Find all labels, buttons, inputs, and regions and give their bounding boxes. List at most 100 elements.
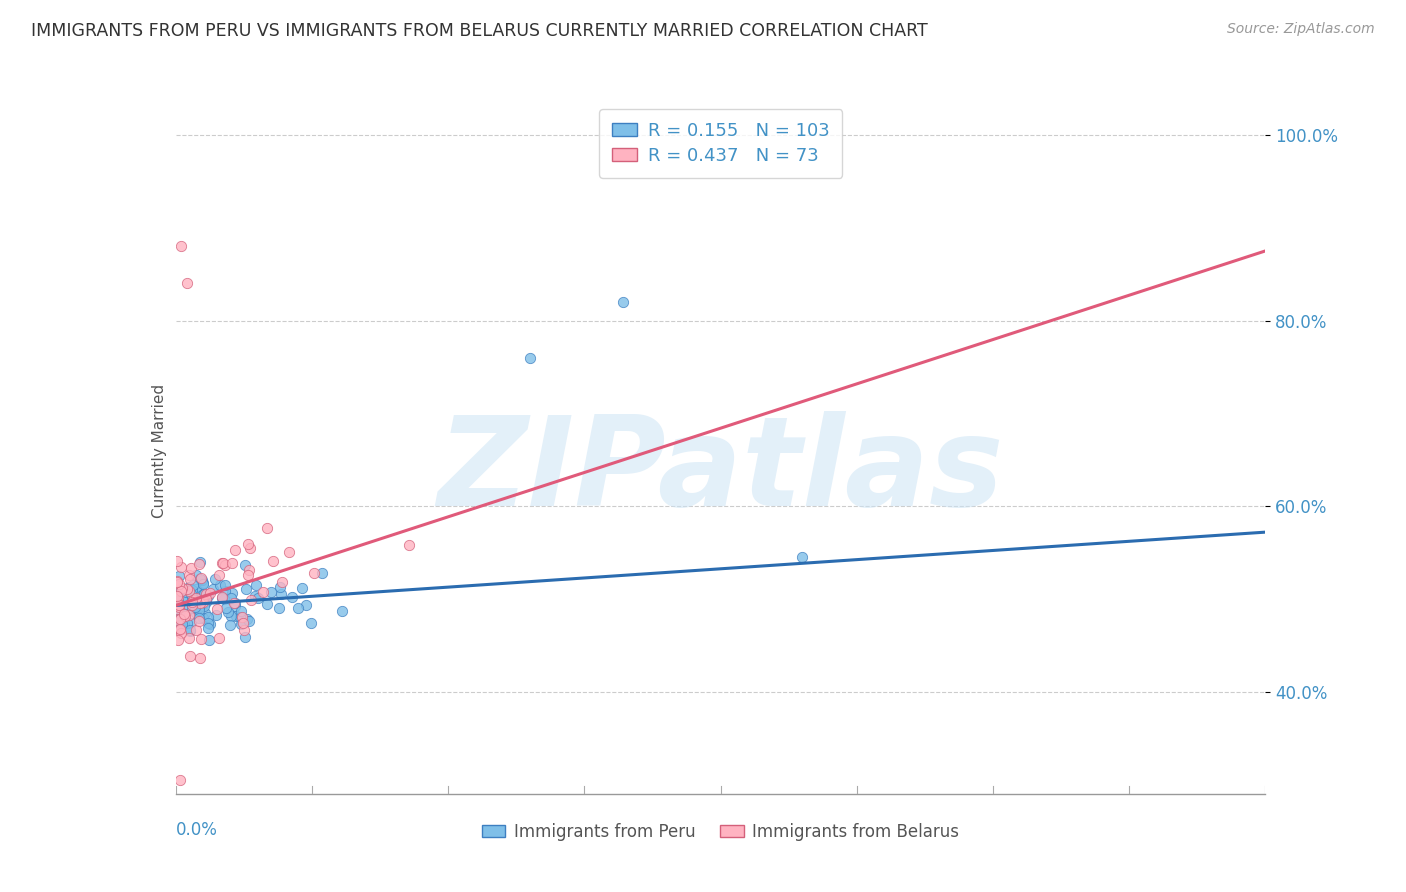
Point [174, 608, 197, 623]
Point [236, 537, 259, 551]
Point [191, 592, 214, 607]
Point [174, 584, 197, 599]
Point [201, 582, 224, 596]
Point [231, 615, 253, 630]
Point [180, 597, 202, 611]
Point [176, 616, 198, 631]
Point [225, 609, 247, 624]
Point [179, 649, 201, 664]
Point [219, 609, 242, 624]
Point [186, 591, 208, 606]
Point [184, 600, 207, 615]
Point [212, 591, 235, 606]
Point [174, 591, 197, 605]
Point [204, 572, 226, 586]
Point [224, 596, 246, 610]
Text: 0.0%: 0.0% [176, 822, 218, 839]
Point [184, 582, 207, 596]
Point [219, 591, 242, 606]
Point [188, 555, 211, 569]
Point [167, 599, 190, 613]
Point [233, 630, 256, 644]
Point [166, 594, 188, 608]
Point [194, 588, 217, 602]
Point [166, 574, 188, 589]
Point [169, 624, 191, 638]
Point [170, 584, 193, 599]
Point [239, 593, 262, 607]
Point [173, 617, 195, 632]
Point [177, 607, 200, 622]
Point [169, 622, 191, 636]
Point [256, 597, 278, 611]
Point [194, 606, 217, 620]
Point [190, 632, 212, 646]
Point [167, 577, 190, 591]
Point [215, 600, 238, 615]
Point [277, 545, 299, 559]
Point [191, 591, 214, 605]
Point [194, 591, 217, 605]
Point [302, 566, 325, 580]
Point [214, 584, 236, 599]
Point [184, 567, 207, 582]
Point [190, 584, 212, 599]
Point [180, 598, 202, 612]
Y-axis label: Currently Married: Currently Married [152, 384, 167, 517]
Point [167, 608, 190, 623]
Point [195, 595, 218, 609]
Point [211, 556, 233, 570]
Point [166, 605, 188, 619]
Point [190, 588, 212, 602]
Point [211, 590, 233, 604]
Point [243, 590, 266, 604]
Point [195, 592, 218, 607]
Point [177, 631, 200, 645]
Point [612, 295, 634, 310]
Point [208, 631, 231, 645]
Point [235, 612, 257, 626]
Point [295, 598, 318, 612]
Point [169, 772, 191, 787]
Point [221, 556, 243, 570]
Point [191, 611, 214, 625]
Point [398, 538, 420, 552]
Point [193, 588, 215, 602]
Point [291, 582, 314, 596]
Point [188, 611, 211, 625]
Point [271, 574, 294, 589]
Point [267, 601, 290, 615]
Point [172, 606, 194, 620]
Point [519, 351, 541, 365]
Text: Source: ZipAtlas.com: Source: ZipAtlas.com [1227, 22, 1375, 37]
Point [792, 550, 814, 565]
Point [167, 569, 190, 583]
Point [269, 580, 291, 594]
Point [260, 585, 283, 599]
Point [245, 578, 267, 592]
Point [170, 625, 193, 640]
Point [270, 587, 292, 601]
Point [238, 563, 260, 577]
Point [211, 591, 233, 605]
Point [180, 582, 202, 597]
Point [170, 616, 193, 631]
Point [191, 594, 214, 608]
Point [211, 556, 233, 570]
Point [198, 586, 221, 600]
Point [238, 541, 260, 555]
Point [193, 575, 215, 590]
Point [181, 600, 204, 615]
Point [191, 577, 214, 591]
Point [197, 621, 219, 635]
Point [188, 599, 211, 614]
Point [224, 599, 246, 614]
Point [224, 596, 246, 610]
Point [193, 599, 215, 614]
Point [256, 521, 278, 535]
Point [252, 585, 274, 599]
Point [232, 615, 254, 630]
Point [176, 277, 198, 291]
Point [233, 558, 256, 573]
Point [176, 601, 198, 615]
